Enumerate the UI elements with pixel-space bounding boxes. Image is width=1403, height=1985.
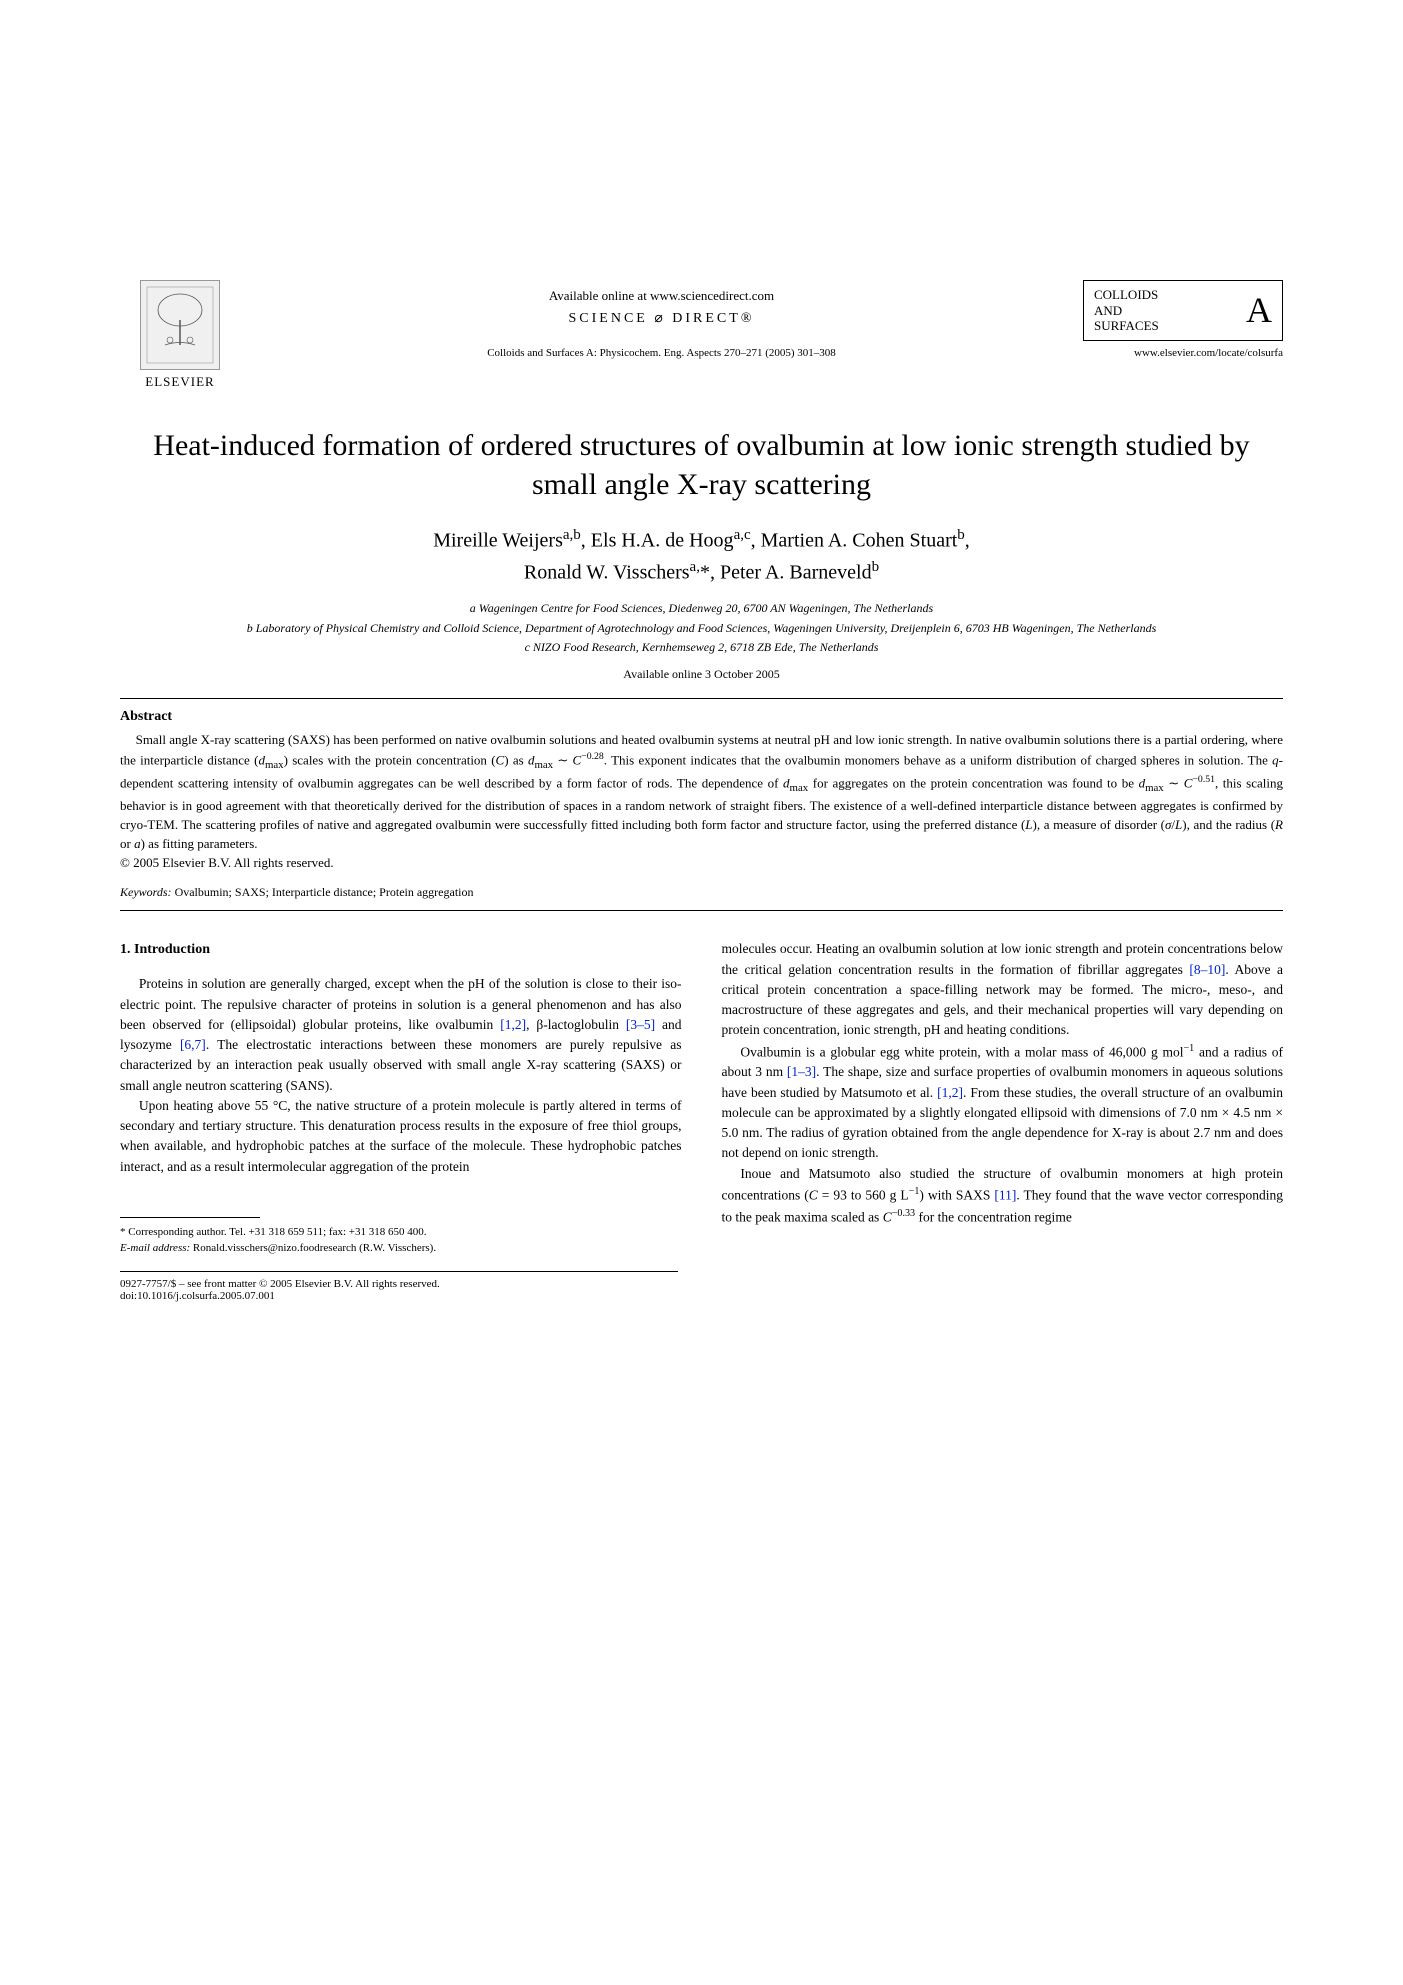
authors-line-2: Ronald W. Visschersa,*, Peter A. Barneve…: [120, 556, 1283, 588]
available-online-text: Available online at www.sciencedirect.co…: [487, 288, 836, 304]
issn-line: 0927-7757/$ – see front matter © 2005 El…: [120, 1278, 1283, 1290]
rule-above-abstract: [120, 698, 1283, 699]
journal-box-wrapper: COLLOIDS AND SURFACES A www.elsevier.com…: [1083, 280, 1283, 359]
doi-line: doi:10.1016/j.colsurfa.2005.07.001: [120, 1290, 1283, 1302]
bottom-rule: [120, 1271, 678, 1272]
email-address: Ronald.visschers@nizo.foodresearch (R.W.…: [193, 1242, 436, 1254]
intro-para-4: Ovalbumin is a globular egg white protei…: [722, 1041, 1284, 1164]
intro-para-1: Proteins in solution are generally charg…: [120, 974, 682, 1096]
intro-para-2: Upon heating above 55 °C, the native str…: [120, 1096, 682, 1177]
keywords-value: Ovalbumin; SAXS; Interparticle distance;…: [175, 885, 474, 899]
elsevier-logo-svg: [145, 285, 215, 365]
two-column-body: 1. Introduction Proteins in solution are…: [120, 939, 1283, 1257]
journal-box-title: COLLOIDS AND SURFACES: [1094, 287, 1159, 334]
header-row: ELSEVIER Available online at www.science…: [120, 280, 1283, 390]
available-online-date: Available online 3 October 2005: [120, 667, 1283, 682]
journal-box-letter: A: [1246, 289, 1272, 331]
affiliation-c: c NIZO Food Research, Kernhemseweg 2, 67…: [120, 638, 1283, 657]
keywords-line: Keywords: Ovalbumin; SAXS; Interparticle…: [120, 885, 1283, 900]
elsevier-tree-logo: [140, 280, 220, 370]
rule-below-keywords: [120, 910, 1283, 911]
email-label: E-mail address:: [120, 1242, 190, 1254]
ref-link[interactable]: [1,2]: [500, 1017, 526, 1032]
journal-title-box: COLLOIDS AND SURFACES A: [1083, 280, 1283, 341]
journal-reference: Colloids and Surfaces A: Physicochem. En…: [487, 347, 836, 359]
ref-link[interactable]: [6,7]: [180, 1037, 206, 1052]
journal-url: www.elsevier.com/locate/colsurfa: [1083, 347, 1283, 359]
abstract-heading: Abstract: [120, 709, 1283, 725]
ref-link[interactable]: [3–5]: [626, 1017, 655, 1032]
ref-link[interactable]: [1,2]: [937, 1085, 963, 1100]
left-column: 1. Introduction Proteins in solution are…: [120, 939, 682, 1257]
affiliation-b: b Laboratory of Physical Chemistry and C…: [120, 619, 1283, 638]
email-line: E-mail address: Ronald.visschers@nizo.fo…: [120, 1240, 682, 1257]
ref-link[interactable]: [8–10]: [1189, 962, 1225, 977]
affiliation-a: a Wageningen Centre for Food Sciences, D…: [120, 599, 1283, 618]
affiliations: a Wageningen Centre for Food Sciences, D…: [120, 599, 1283, 657]
footnote-rule: [120, 1217, 260, 1218]
sciencedirect-brand: SCIENCE ⌀ DIRECT®: [487, 310, 836, 327]
intro-para-5: Inoue and Matsumoto also studied the str…: [722, 1164, 1284, 1228]
authors-line-1: Mireille Weijersa,b, Els H.A. de Hooga,c…: [120, 524, 1283, 556]
right-column: molecules occur. Heating an ovalbumin so…: [722, 939, 1284, 1257]
authors-block: Mireille Weijersa,b, Els H.A. de Hooga,c…: [120, 524, 1283, 587]
intro-para-3: molecules occur. Heating an ovalbumin so…: [722, 939, 1284, 1040]
keywords-label: Keywords:: [120, 885, 172, 899]
ref-link[interactable]: [11]: [994, 1187, 1016, 1202]
header-center: Available online at www.sciencedirect.co…: [487, 280, 836, 359]
publisher-logo-block: ELSEVIER: [120, 280, 240, 390]
elsevier-wordmark: ELSEVIER: [120, 374, 240, 390]
footnotes: * Corresponding author. Tel. +31 318 659…: [120, 1224, 682, 1257]
ref-link[interactable]: [1–3]: [787, 1064, 816, 1079]
copyright-line: © 2005 Elsevier B.V. All rights reserved…: [120, 855, 1283, 871]
article-title: Heat-induced formation of ordered struct…: [120, 426, 1283, 504]
abstract-body: Small angle X-ray scattering (SAXS) has …: [120, 731, 1283, 854]
corresponding-author-note: * Corresponding author. Tel. +31 318 659…: [120, 1224, 682, 1241]
section-1-heading: 1. Introduction: [120, 939, 682, 960]
